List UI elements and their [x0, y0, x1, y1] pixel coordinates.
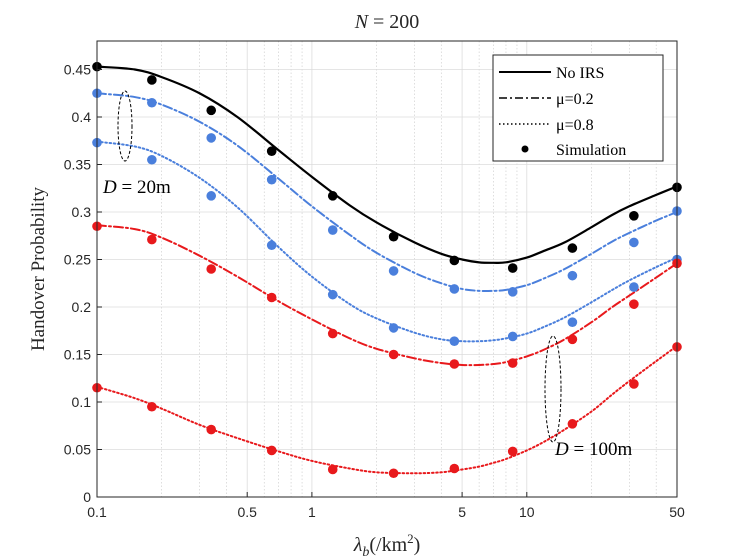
sim-point-2 — [388, 323, 399, 333]
legend-label-mu08: μ=0.8 — [556, 117, 594, 134]
annotation-ellipse-d20 — [117, 90, 133, 162]
axis-ticks: 0.1 0.5 1 5 10 50 0 0.05 0.1 0.15 0.2 0.25 0.3 0.35 0.… — [64, 62, 685, 521]
sim-point-1 — [449, 284, 460, 294]
legend-label-mu02: μ=0.2 — [556, 91, 594, 108]
sim-point-0 — [206, 105, 217, 116]
sim-point-4 — [629, 379, 639, 389]
legend: No IRS μ=0.2 μ=0.8 Simulation — [492, 54, 664, 162]
sim-point-0 — [449, 255, 460, 266]
annotation-d20: D = 20m — [102, 177, 171, 198]
sim-point-2 — [266, 240, 277, 251]
sim-point-3 — [206, 264, 217, 274]
y-tick-label: 0.3 — [72, 204, 92, 220]
series-line-2 — [96, 140, 678, 343]
sim-point-3 — [507, 358, 518, 368]
curves — [95, 65, 679, 475]
y-tick-label: 0.4 — [72, 109, 92, 125]
sim-point-4 — [266, 445, 277, 456]
x-tick-label: 0.1 — [87, 504, 107, 520]
sim-point-1 — [567, 270, 578, 281]
sim-point-0 — [266, 146, 277, 156]
sim-point-3 — [388, 349, 399, 360]
y-tick-label: 0.15 — [64, 347, 91, 363]
series-line-4 — [96, 344, 678, 475]
sim-point-1 — [266, 174, 277, 185]
sim-point-3 — [266, 292, 277, 303]
chart-title: N = 200 — [354, 11, 420, 33]
sim-point-0 — [567, 243, 578, 253]
annotation-ellipse-d100 — [544, 335, 562, 443]
sim-point-3 — [629, 299, 639, 309]
sim-point-1 — [327, 225, 338, 235]
x-tick-label: 10 — [519, 504, 535, 520]
sim-point-1 — [388, 266, 399, 276]
sim-point-2 — [206, 191, 217, 201]
legend-label-no-irs: No IRS — [556, 65, 604, 82]
y-tick-label: 0.05 — [64, 442, 91, 458]
x-tick-label: 50 — [669, 504, 685, 520]
y-axis-label: Handover Probability — [28, 186, 49, 351]
sim-point-0 — [147, 75, 157, 85]
x-tick-label: 1 — [308, 504, 316, 520]
sim-point-3 — [147, 234, 157, 245]
sim-point-1 — [629, 237, 639, 248]
sim-point-4 — [147, 401, 157, 412]
annotation-d100: D = 100m — [554, 439, 632, 460]
x-tick-label: 0.5 — [237, 504, 257, 520]
y-tick-label: 0.1 — [72, 394, 92, 410]
legend-marker-simulation — [521, 145, 529, 153]
series-line-1 — [96, 92, 678, 293]
sim-point-3 — [449, 359, 460, 369]
x-tick-label: 5 — [458, 504, 466, 520]
y-tick-label: 0.2 — [72, 299, 92, 315]
sim-point-4 — [206, 424, 217, 435]
sim-point-0 — [327, 191, 338, 201]
sim-point-0 — [507, 263, 518, 273]
series-line-0 — [95, 65, 679, 265]
sim-point-4 — [449, 463, 460, 474]
sim-point-2 — [567, 317, 578, 328]
sim-point-1 — [147, 97, 157, 108]
sim-point-4 — [327, 464, 338, 475]
plot-frame — [96, 40, 678, 498]
y-tick-label: 0.35 — [64, 157, 91, 173]
x-axis-label: λb(/km2) — [353, 531, 421, 559]
sim-point-1 — [206, 133, 217, 143]
sim-point-4 — [388, 468, 399, 479]
simulation-markers — [92, 61, 682, 479]
y-tick-label: 0.45 — [64, 62, 91, 78]
sim-point-2 — [507, 331, 518, 342]
sim-point-1 — [507, 287, 518, 297]
sim-point-2 — [147, 154, 157, 165]
sim-point-2 — [629, 282, 639, 292]
sim-point-4 — [507, 446, 518, 457]
sim-point-4 — [567, 419, 578, 429]
y-tick-label: 0 — [83, 489, 91, 505]
y-tick-label: 0.25 — [64, 252, 91, 268]
sim-point-2 — [327, 289, 338, 300]
sim-point-2 — [449, 336, 460, 347]
sim-point-3 — [567, 334, 578, 345]
sim-point-3 — [327, 328, 338, 339]
series-line-3 — [96, 224, 678, 367]
legend-label-simulation: Simulation — [556, 142, 626, 159]
sim-point-0 — [629, 211, 639, 221]
sim-point-0 — [388, 231, 399, 242]
